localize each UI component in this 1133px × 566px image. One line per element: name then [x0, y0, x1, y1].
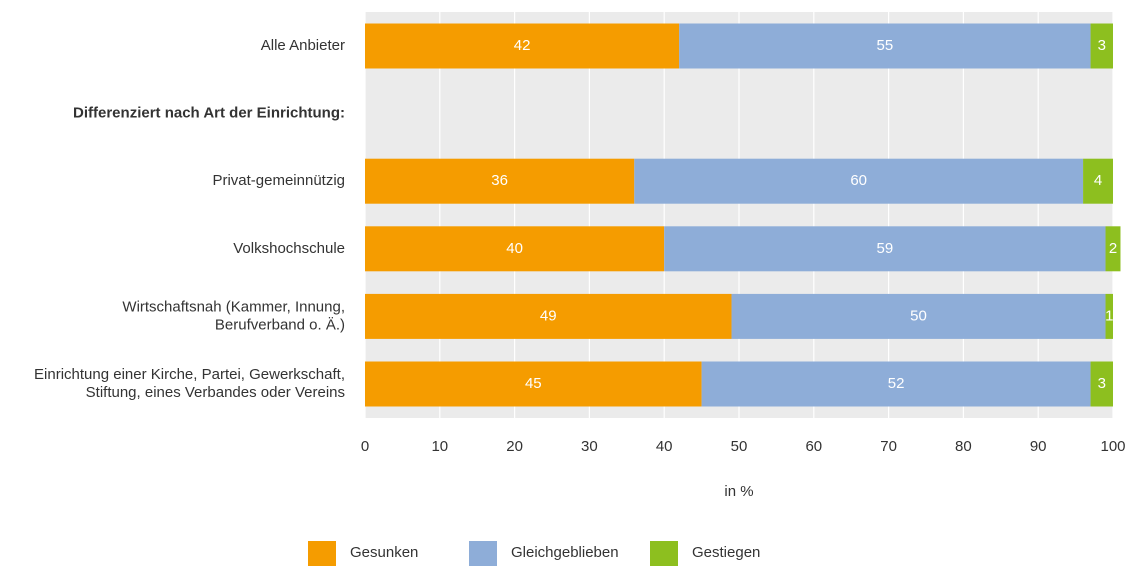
x-tick-label: 20	[506, 438, 523, 455]
category-label: Differenziert nach Art der Einrichtung:	[73, 105, 345, 122]
x-tick-label: 50	[731, 438, 748, 455]
value-label: 1	[1105, 307, 1113, 324]
x-tick-label: 60	[805, 438, 822, 455]
x-tick-label: 0	[361, 438, 369, 455]
category-label: Wirtschaftsnah (Kammer, Innung, Berufverb…	[122, 298, 345, 333]
value-label: 59	[877, 240, 894, 257]
legend-swatch	[650, 541, 678, 566]
x-tick-label: 70	[880, 438, 897, 455]
bar-segment	[664, 226, 1106, 272]
bar-segment	[731, 293, 1106, 339]
x-tick-label: 90	[1030, 438, 1047, 455]
legend-swatch	[469, 541, 497, 566]
bar-segment	[1083, 158, 1113, 204]
value-label: 49	[540, 307, 557, 324]
value-label: 3	[1098, 375, 1106, 392]
legend-label: Gestiegen	[692, 544, 760, 561]
category-label: Alle Anbieter	[261, 37, 345, 54]
value-label: 36	[491, 172, 508, 189]
value-label: 42	[514, 37, 531, 54]
value-label: 3	[1098, 37, 1106, 54]
value-label: 50	[910, 307, 927, 324]
bar-segment	[1105, 293, 1113, 339]
bar-segment	[679, 23, 1091, 69]
legend-label: Gleichgeblieben	[511, 544, 619, 561]
x-tick-label: 100	[1100, 438, 1125, 455]
category-label: Einrichtung einer Kirche, Partei, Gewerk…	[34, 366, 345, 401]
value-label: 45	[525, 375, 542, 392]
value-label: 40	[506, 240, 523, 257]
bar-segment	[365, 293, 732, 339]
bar-segment	[365, 158, 635, 204]
value-label: 60	[850, 172, 867, 189]
x-tick-label: 80	[955, 438, 972, 455]
category-label: Volkshochschule	[233, 240, 345, 257]
bar-segment	[1090, 361, 1113, 407]
value-label: 52	[888, 375, 905, 392]
bar-segment	[365, 226, 665, 272]
value-label: 2	[1109, 240, 1117, 257]
value-label: 4	[1094, 172, 1102, 189]
bar-segment	[365, 23, 680, 69]
legend-label: Gesunken	[350, 544, 418, 561]
x-tick-label: 40	[656, 438, 673, 455]
x-axis-label: in %	[724, 483, 753, 500]
category-label: Privat-gemeinnützig	[212, 172, 345, 189]
x-tick-label: 10	[431, 438, 448, 455]
legend-swatch	[308, 541, 336, 566]
bar-segment	[1090, 23, 1113, 69]
bar-segment	[1105, 226, 1121, 272]
value-label: 55	[877, 37, 894, 54]
bar-segment	[634, 158, 1084, 204]
bar-segment	[701, 361, 1091, 407]
x-tick-label: 30	[581, 438, 598, 455]
bar-segment	[365, 361, 702, 407]
